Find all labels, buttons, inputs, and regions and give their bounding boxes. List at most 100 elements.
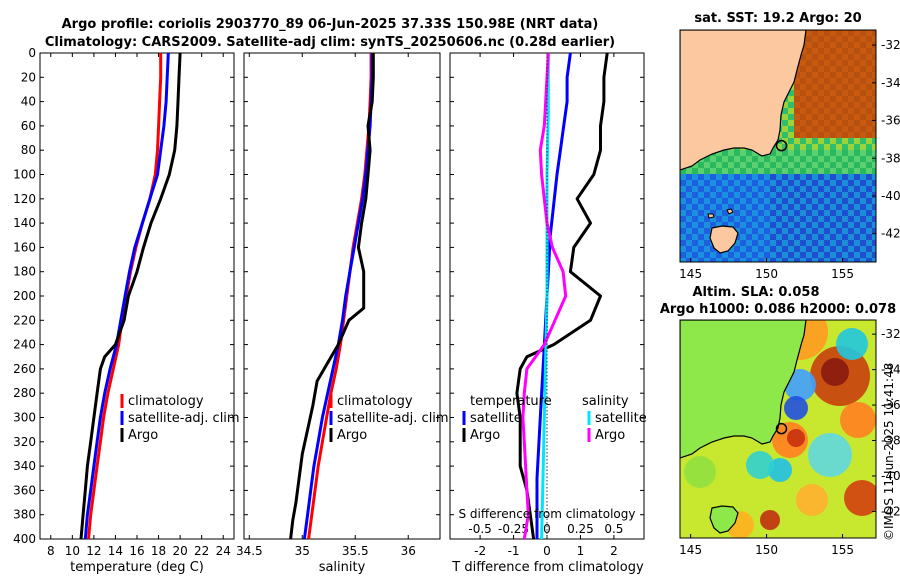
sst-cell xyxy=(842,180,848,186)
sst-cell xyxy=(830,144,836,150)
temperature-series-argo xyxy=(79,53,182,539)
sst-cell xyxy=(764,222,770,228)
sst-cell xyxy=(824,186,830,192)
sst-cell xyxy=(782,162,788,168)
sst-cell xyxy=(740,150,746,156)
ticks-layer: 0204060801001201401601802002202402602803… xyxy=(13,46,644,558)
sst-cell xyxy=(812,48,818,54)
sst-cell xyxy=(782,138,788,144)
depth-tick-label: 300 xyxy=(13,411,36,425)
sst-cell xyxy=(860,186,866,192)
sst-cell xyxy=(734,174,740,180)
sst-cell xyxy=(788,168,794,174)
temperature-x-tick-label: 22 xyxy=(194,544,209,558)
sst-cell xyxy=(824,156,830,162)
sst-cell xyxy=(866,78,872,84)
sst-cell xyxy=(794,108,800,114)
sst-cell xyxy=(788,144,794,150)
sst-cell xyxy=(824,30,830,36)
sst-cell xyxy=(854,198,860,204)
sst-cell xyxy=(716,150,722,156)
sst-cell xyxy=(728,180,734,186)
sst-cell xyxy=(782,234,788,240)
sst-cell xyxy=(758,252,764,258)
sst-cell xyxy=(734,168,740,174)
sst-cell xyxy=(824,180,830,186)
salinity-diff-tick-label: -0.5 xyxy=(468,522,491,536)
sst-cell xyxy=(818,48,824,54)
sst-cell xyxy=(812,138,818,144)
sst-cell xyxy=(800,252,806,258)
sst-cell xyxy=(866,90,872,96)
sst-cell xyxy=(866,150,872,156)
sst-cell xyxy=(800,60,806,66)
sst-cell xyxy=(734,216,740,222)
sst-cell xyxy=(836,54,842,60)
sst-cell xyxy=(680,204,686,210)
sst-cell xyxy=(854,84,860,90)
sst-cell xyxy=(752,174,758,180)
sst-cell xyxy=(854,30,860,36)
sst-cell xyxy=(824,216,830,222)
sst-cell xyxy=(824,96,830,102)
sst-cell xyxy=(728,192,734,198)
sst-cell xyxy=(764,240,770,246)
sst-cell xyxy=(854,54,860,60)
sst-cell xyxy=(842,162,848,168)
sst-cell xyxy=(794,216,800,222)
sst-cell xyxy=(770,246,776,252)
legend-salinity-heading: salinity xyxy=(582,394,629,409)
sst-cell xyxy=(794,198,800,204)
sst-cell xyxy=(740,204,746,210)
sst-cell xyxy=(848,138,854,144)
sst-cell xyxy=(692,162,698,168)
sst-cell xyxy=(776,234,782,240)
sst-cell xyxy=(782,252,788,258)
sst-cell xyxy=(770,258,776,262)
difference-x-tick-label: -2 xyxy=(474,544,486,558)
sst-cell xyxy=(788,156,794,162)
sst-cell xyxy=(830,192,836,198)
difference-x-tick-label: 1 xyxy=(577,544,585,558)
sst-cell xyxy=(860,210,866,216)
sla-anomaly-blob xyxy=(836,328,868,360)
sst-cell xyxy=(776,156,782,162)
sst-cell xyxy=(836,156,842,162)
sst-cell xyxy=(788,210,794,216)
sst-cell xyxy=(860,192,866,198)
sst-cell xyxy=(860,252,866,258)
sst-cell xyxy=(836,150,842,156)
sst-cell xyxy=(812,162,818,168)
sst-cell xyxy=(830,102,836,108)
sst-cell xyxy=(788,240,794,246)
sst-cell xyxy=(818,78,824,84)
sst-cell xyxy=(794,150,800,156)
sst-cell xyxy=(860,258,866,262)
sst-cell xyxy=(848,54,854,60)
sst-cell xyxy=(842,42,848,48)
sst-cell xyxy=(866,114,872,120)
sst-cell xyxy=(764,174,770,180)
sst-cell xyxy=(866,144,872,150)
sst-cell xyxy=(692,240,698,246)
sst-cell xyxy=(716,258,722,262)
sst-cell xyxy=(836,30,842,36)
sst-cell xyxy=(716,192,722,198)
sst-cell xyxy=(842,54,848,60)
sst-cell xyxy=(872,144,876,150)
sst-cell xyxy=(848,36,854,42)
sst-cell xyxy=(830,228,836,234)
temperature-series-satellite-adj-clim xyxy=(83,53,170,539)
sst-cell xyxy=(836,144,842,150)
sst-cell xyxy=(782,168,788,174)
sst-cell xyxy=(836,246,842,252)
sst-cell xyxy=(704,162,710,168)
sst-cell xyxy=(824,126,830,132)
sst-cell xyxy=(782,126,788,132)
sst-cell xyxy=(806,168,812,174)
sst-cell xyxy=(788,198,794,204)
temperature-x-tick-label: 18 xyxy=(151,544,166,558)
sst-cell xyxy=(836,186,842,192)
sst-cell xyxy=(788,186,794,192)
sst-cell xyxy=(830,234,836,240)
